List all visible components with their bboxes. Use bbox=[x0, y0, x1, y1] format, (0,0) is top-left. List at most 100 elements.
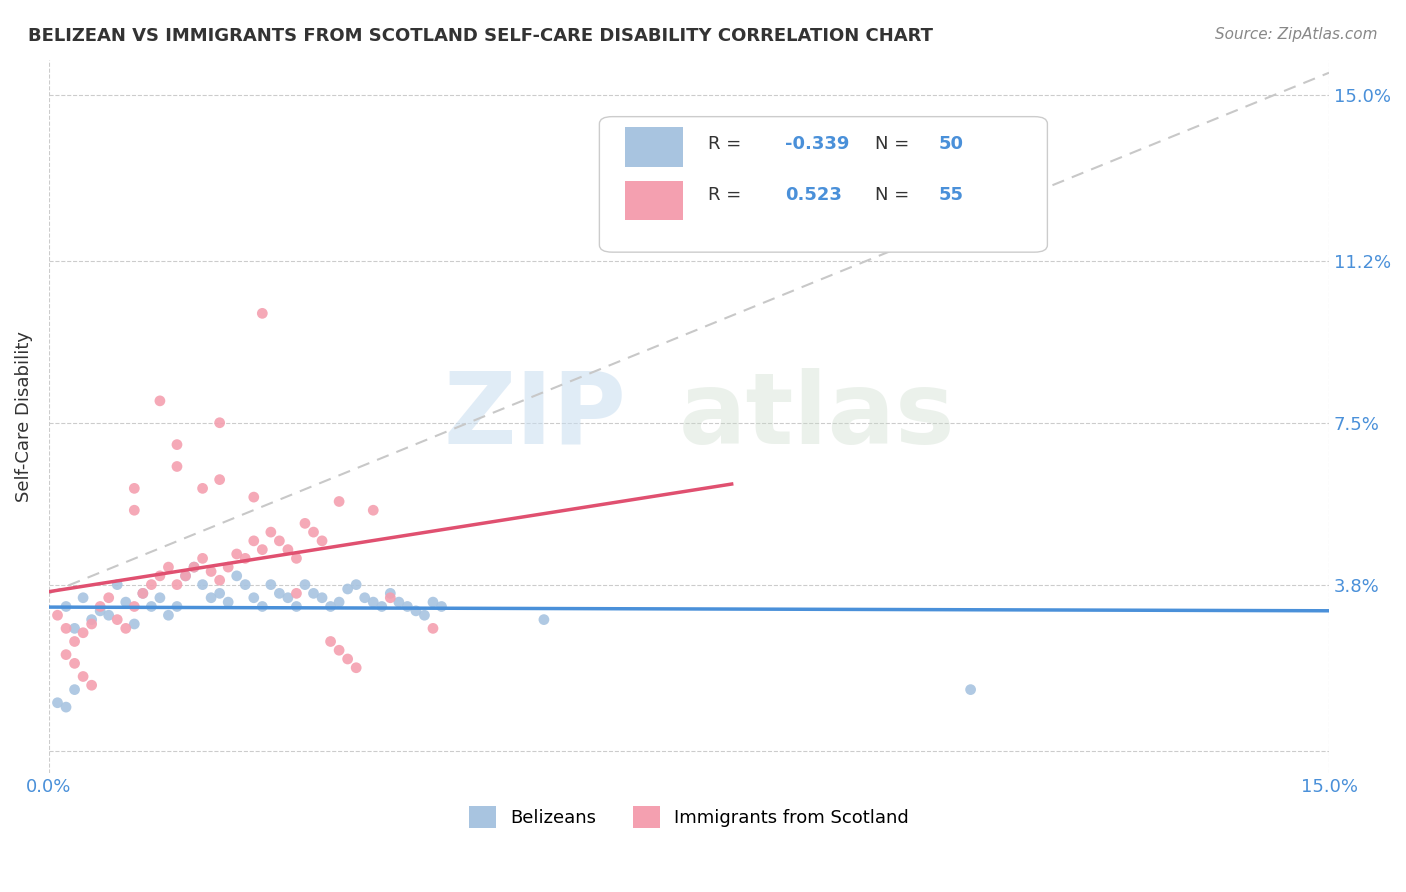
Text: atlas: atlas bbox=[679, 368, 955, 465]
Point bbox=[97, 608, 120, 623]
Y-axis label: Self-Care Disability: Self-Care Disability bbox=[15, 331, 32, 501]
Point bbox=[353, 591, 375, 605]
Point bbox=[260, 577, 283, 591]
Point bbox=[166, 599, 188, 614]
Point bbox=[132, 586, 155, 600]
Point bbox=[46, 608, 69, 623]
Point bbox=[242, 533, 264, 548]
Point bbox=[361, 595, 384, 609]
Point bbox=[55, 599, 77, 614]
Point bbox=[183, 560, 205, 574]
Point bbox=[63, 682, 86, 697]
Point bbox=[63, 634, 86, 648]
Point bbox=[217, 560, 239, 574]
Point bbox=[252, 599, 274, 614]
Point bbox=[328, 494, 350, 508]
Point bbox=[242, 591, 264, 605]
Text: 55: 55 bbox=[939, 186, 963, 204]
Text: BELIZEAN VS IMMIGRANTS FROM SCOTLAND SELF-CARE DISABILITY CORRELATION CHART: BELIZEAN VS IMMIGRANTS FROM SCOTLAND SEL… bbox=[28, 27, 934, 45]
Point bbox=[430, 599, 453, 614]
Point bbox=[413, 608, 436, 623]
Text: N =: N = bbox=[875, 186, 914, 204]
Point bbox=[328, 595, 350, 609]
Point bbox=[311, 533, 333, 548]
Point bbox=[405, 604, 427, 618]
Point bbox=[149, 393, 172, 408]
Point bbox=[294, 577, 316, 591]
Point bbox=[55, 621, 77, 635]
Text: 50: 50 bbox=[939, 135, 963, 153]
Point bbox=[388, 595, 411, 609]
Point bbox=[174, 569, 197, 583]
Text: 0.523: 0.523 bbox=[785, 186, 842, 204]
Text: R =: R = bbox=[709, 186, 754, 204]
Point bbox=[63, 621, 86, 635]
Point bbox=[200, 591, 222, 605]
Point bbox=[269, 586, 291, 600]
Point bbox=[269, 533, 291, 548]
Text: ZIP: ZIP bbox=[444, 368, 627, 465]
Point bbox=[233, 577, 256, 591]
Point bbox=[208, 473, 231, 487]
Point bbox=[55, 648, 77, 662]
Point bbox=[277, 542, 299, 557]
Point bbox=[46, 696, 69, 710]
Point bbox=[80, 678, 103, 692]
Point bbox=[157, 608, 180, 623]
Point bbox=[191, 577, 214, 591]
Point bbox=[380, 591, 402, 605]
Point bbox=[149, 591, 172, 605]
Point bbox=[285, 551, 308, 566]
FancyBboxPatch shape bbox=[599, 117, 1047, 252]
Point bbox=[225, 547, 247, 561]
Point bbox=[191, 551, 214, 566]
Point bbox=[285, 599, 308, 614]
Point bbox=[396, 599, 419, 614]
Point bbox=[72, 669, 94, 683]
Point bbox=[336, 582, 359, 596]
Point bbox=[208, 573, 231, 587]
Point bbox=[361, 503, 384, 517]
Point bbox=[55, 700, 77, 714]
Point bbox=[533, 613, 555, 627]
Point bbox=[233, 551, 256, 566]
Point bbox=[422, 595, 444, 609]
Point bbox=[166, 577, 188, 591]
Point bbox=[149, 569, 172, 583]
Point bbox=[422, 621, 444, 635]
Point bbox=[191, 481, 214, 495]
Point bbox=[344, 577, 367, 591]
Point bbox=[183, 560, 205, 574]
Point bbox=[285, 586, 308, 600]
Point bbox=[166, 459, 188, 474]
Point bbox=[252, 542, 274, 557]
Point bbox=[217, 595, 239, 609]
Bar bbox=[626, 181, 682, 220]
Point bbox=[277, 591, 299, 605]
Point bbox=[311, 591, 333, 605]
Point bbox=[157, 560, 180, 574]
Point bbox=[336, 652, 359, 666]
Point bbox=[319, 634, 342, 648]
Point bbox=[225, 569, 247, 583]
Point bbox=[124, 599, 146, 614]
Point bbox=[371, 599, 394, 614]
Legend: Belizeans, Immigrants from Scotland: Belizeans, Immigrants from Scotland bbox=[461, 798, 917, 835]
Point bbox=[132, 586, 155, 600]
Point bbox=[166, 437, 188, 451]
Point bbox=[294, 516, 316, 531]
Point bbox=[328, 643, 350, 657]
Point bbox=[208, 416, 231, 430]
Text: R =: R = bbox=[709, 135, 747, 153]
Point bbox=[63, 657, 86, 671]
Point bbox=[302, 586, 325, 600]
Point bbox=[141, 599, 163, 614]
Point bbox=[72, 591, 94, 605]
Text: -0.339: -0.339 bbox=[785, 135, 849, 153]
Point bbox=[89, 604, 111, 618]
Point bbox=[97, 591, 120, 605]
Point bbox=[105, 613, 128, 627]
Point bbox=[141, 577, 163, 591]
Point bbox=[80, 613, 103, 627]
Point bbox=[380, 586, 402, 600]
